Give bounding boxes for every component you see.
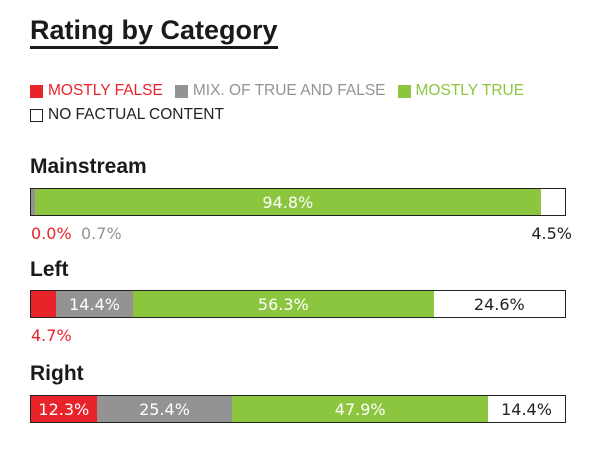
bar-segment-left-no-factual-content: 24.6%	[433, 291, 565, 317]
legend-item-mostly-false: MOSTLY FALSE	[30, 82, 163, 100]
legend-label-mostly-true: MOSTLY TRUE	[415, 82, 525, 99]
legend-row-1: MOSTLY FALSE MIX. OF TRUE AND FALSE MOST…	[30, 82, 536, 100]
data-label-mainstream-mostly-false: 0.0%	[31, 224, 72, 243]
bar-segment-right-mostly-true: 47.9%	[232, 396, 489, 422]
bar-segment-mainstream-mix-of-true-and-false	[31, 189, 35, 215]
data-label-left-no-factual-content: 24.6%	[473, 294, 525, 314]
legend-swatch-mostly-true	[397, 84, 411, 98]
data-label-mainstream-mix-of-true-and-false: 0.7%	[81, 224, 122, 243]
bar-segment-left-mostly-false	[31, 291, 57, 317]
data-label-right-mix-of-true-and-false: 25.4%	[139, 399, 190, 419]
legend-swatch-mixed	[174, 84, 188, 98]
data-label-right-mostly-false: 12.3%	[38, 399, 90, 419]
legend-swatch-no-factual	[30, 108, 43, 122]
bar-segment-right-mostly-false: 12.3%	[31, 396, 97, 422]
data-label-right-mostly-true: 47.9%	[334, 399, 386, 419]
legend-swatch-mostly-false	[30, 84, 43, 98]
legend-item-mixed: MIX. OF TRUE AND FALSE	[174, 82, 386, 100]
chart-title: Rating by Category	[30, 14, 278, 49]
legend-item-no-factual: NO FACTUAL CONTENT	[30, 106, 224, 124]
category-title-mainstream: Mainstream	[30, 155, 147, 178]
bar-segment-left-mix-of-true-and-false: 14.4%	[56, 291, 133, 317]
bar-mainstream: 94.8%	[30, 188, 566, 216]
legend-row-2: NO FACTUAL CONTENT	[30, 106, 236, 124]
data-label-mainstream-mostly-true: 94.8%	[262, 192, 314, 212]
data-label-left-mostly-false: 4.7%	[31, 326, 72, 345]
bar-segment-mainstream-mostly-true: 94.8%	[34, 189, 541, 215]
data-label-right-no-factual-content: 14.4%	[501, 399, 552, 419]
bar-segment-right-no-factual-content: 14.4%	[488, 396, 565, 422]
data-label-mainstream-no-factual-content: 4.5%	[531, 224, 572, 243]
category-title-right: Right	[30, 362, 84, 385]
bar-left: 14.4% 56.3% 24.6%	[30, 290, 566, 318]
data-label-left-mostly-true: 56.3%	[257, 294, 309, 314]
category-title-left: Left	[30, 258, 69, 281]
legend-label-mixed: MIX. OF TRUE AND FALSE	[192, 82, 386, 99]
bar-right: 12.3% 25.4% 47.9% 14.4%	[30, 395, 566, 423]
legend-label-mostly-false: MOSTLY FALSE	[48, 82, 163, 99]
bar-segment-mainstream-no-factual-content	[540, 189, 565, 215]
bar-segment-left-mostly-true: 56.3%	[132, 291, 434, 317]
legend-label-no-factual: NO FACTUAL CONTENT	[48, 106, 224, 123]
bar-segment-right-mix-of-true-and-false: 25.4%	[96, 396, 233, 422]
data-label-left-mix-of-true-and-false: 14.4%	[69, 294, 120, 314]
legend-item-mostly-true: MOSTLY TRUE	[397, 82, 525, 100]
